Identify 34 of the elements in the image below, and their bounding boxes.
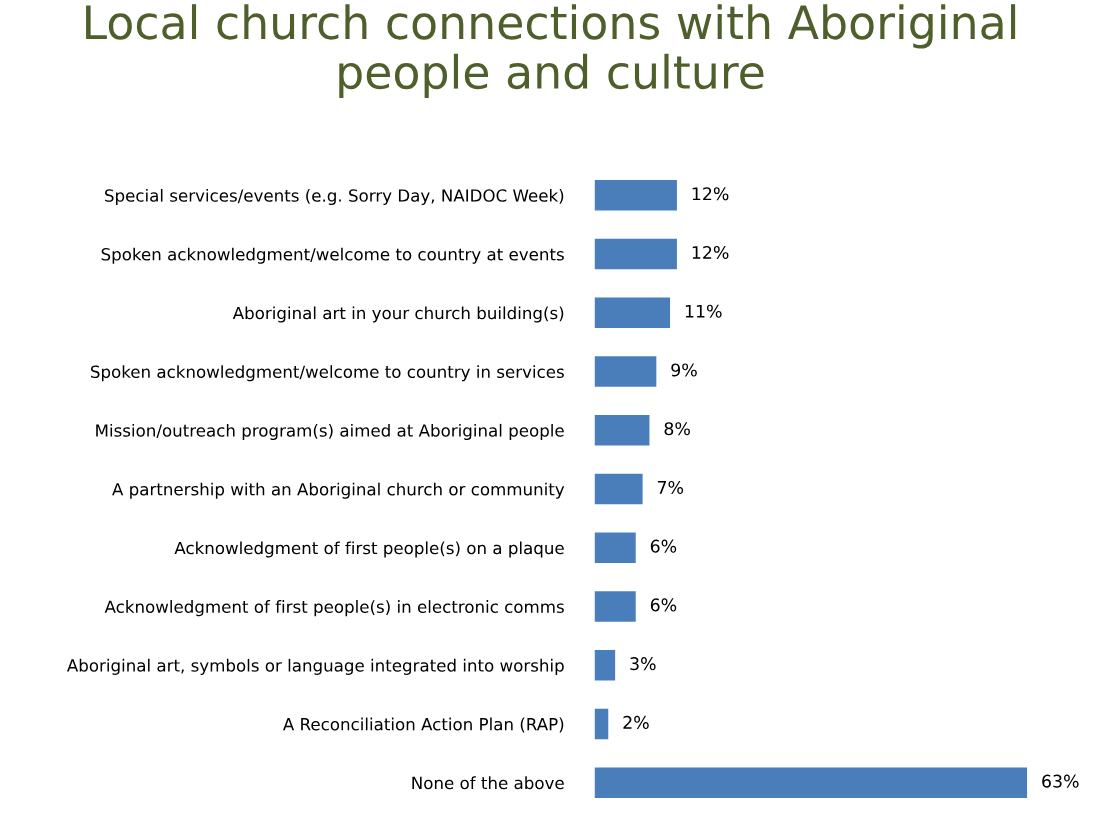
y-tick-label: Spoken acknowledgment/welcome to country in services [90, 365, 564, 382]
bar [594, 414, 650, 446]
data-label: 6% [650, 539, 677, 553]
y-tick-label: Special services/events (e.g. Sorry Day, NAIDOC Week) [105, 188, 564, 206]
y-tick-label: Acknowledgment of first people(s) on a plaque [174, 541, 564, 558]
data-label: 63% [1042, 774, 1079, 788]
bar [594, 591, 636, 622]
y-tick-label: Aboriginal art in your church building(s) [232, 306, 564, 323]
data-label: 7% [657, 480, 684, 495]
bar [594, 297, 671, 329]
data-label: 9% [671, 363, 697, 377]
y-tick-label: Spoken acknowledgment/welcome to country at events [101, 247, 564, 264]
data-label: 6% [650, 598, 677, 612]
bar [594, 767, 1028, 798]
y-tick-label: None of the above [412, 776, 564, 790]
chart-title: Local church connections with Aboriginal people and culture [86, 4, 1016, 99]
bar [594, 708, 609, 740]
data-label: 11% [685, 304, 722, 318]
data-label: 12% [692, 187, 729, 201]
y-tick-label: A Reconciliation Action Plan (RAP) [282, 717, 564, 733]
bar [594, 238, 677, 270]
y-tick-label: Mission/outreach program(s) aimed at Aboriginal people [96, 423, 564, 441]
data-label: 12% [692, 245, 729, 260]
bar [594, 180, 677, 211]
y-tick-label: Aboriginal art, symbols or language integrated into worship [66, 658, 564, 675]
bar [594, 356, 657, 387]
data-label: 3% [630, 657, 656, 671]
bar [594, 532, 636, 563]
data-label: 2% [623, 715, 649, 729]
y-tick-label: Acknowledgment of first people(s) in electronic comms [104, 600, 564, 617]
bar [594, 649, 616, 681]
data-label: 8% [664, 422, 690, 436]
y-tick-label: A partnership with an Aboriginal church or community [112, 482, 565, 499]
bar [594, 473, 643, 505]
